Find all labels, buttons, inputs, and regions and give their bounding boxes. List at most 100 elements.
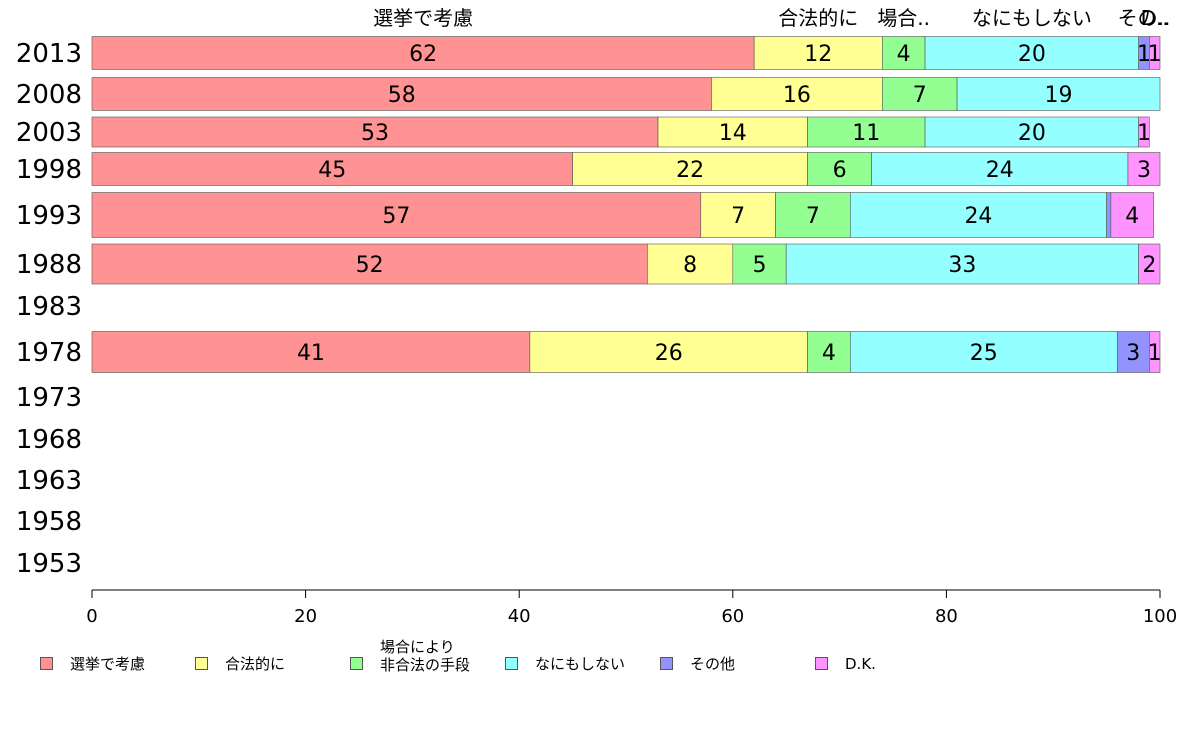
data-label: 2 [1142,253,1156,278]
bar-segment [882,36,926,70]
y-tick-label: 2003 [16,118,82,148]
data-label: 26 [655,341,683,366]
bar-segment [1106,192,1112,238]
bar-segment [1149,331,1161,373]
bar-segment [956,77,1161,111]
x-tick-label: 100 [1143,606,1177,627]
data-label: 58 [388,83,416,108]
data-label: 16 [783,83,811,108]
data-label: 25 [970,341,998,366]
bar-segment [91,192,702,238]
bar-segment [91,331,531,373]
bar-segment [91,116,659,148]
data-label: 1 [1148,42,1162,67]
series-top-label: 場合.. [877,6,930,30]
series-top-label: なにもしない [972,6,1092,30]
data-label: 7 [731,204,745,229]
bar-segment [529,331,808,373]
bar-segment [785,243,1139,285]
data-label: 24 [986,158,1014,183]
legend-item: その他 [660,638,735,673]
x-tick-label: 20 [294,606,317,627]
series-top-label: その.. [1118,6,1171,30]
legend-label: なにもしない [535,655,626,673]
x-tick-label: 60 [721,606,744,627]
y-tick-label: 1963 [16,466,82,496]
bar-segment [1127,152,1161,186]
bar-segment [775,192,851,238]
bar-segment [924,36,1139,70]
data-label: 20 [1018,121,1046,146]
bar-segment [91,243,648,285]
y-axis-labels: 2013 2008 2003 1998 1993 1988 1983 1978 1973 1968… [16,39,82,579]
legend-swatch [40,657,53,670]
data-label: 6 [833,158,847,183]
data-label: 33 [948,253,976,278]
series-top-labels: 選挙で考慮 合法的に 場合.. なにもしない その..D.. [373,6,1170,30]
x-tick-label: 40 [508,606,531,627]
data-label: 53 [361,121,389,146]
legend-item: D.K. [815,638,876,673]
y-tick-label: 1993 [16,201,82,231]
x-tick-label: 0 [86,606,97,627]
legend-swatch [815,657,828,670]
data-label: 1 [1137,42,1151,67]
series-top-label: 合法的に [778,6,858,30]
legend-swatch [660,657,673,670]
data-label: 24 [964,204,992,229]
bar-segment [753,36,883,70]
legend-swatch [195,657,208,670]
legend-label: 合法的に [225,655,286,673]
data-label: 19 [1045,83,1073,108]
data-label: 22 [676,158,704,183]
legend-swatch [505,657,518,670]
y-tick-label: 1973 [16,383,82,413]
data-label: 4 [822,341,836,366]
legend-label: D.K. [845,655,876,673]
bar-segment [807,152,872,186]
data-label: 8 [683,253,697,278]
data-label: 7 [806,204,820,229]
bar-segment [807,116,926,148]
data-label: 4 [1125,204,1139,229]
bar-segment [572,152,808,186]
series-top-label: D.. [1141,6,1169,30]
data-label: 7 [913,83,927,108]
legend-item: 選挙で考慮 [40,638,145,673]
series-top-label: 選挙で考慮 [373,6,473,30]
legend-label: その他 [690,655,736,673]
bar-segment [849,192,1107,238]
data-label: 1 [1137,121,1151,146]
legend-item: なにもしない [505,638,625,673]
data-label: 1 [1148,341,1162,366]
bar-segment [647,243,734,285]
bar-segment [91,36,755,70]
y-tick-label: 1958 [16,507,82,537]
x-tick-label: 80 [935,606,958,627]
bar-segment [1110,192,1154,238]
bar-segment [924,116,1139,148]
data-label: 52 [356,253,384,278]
data-label: 45 [318,158,346,183]
data-label: 62 [409,42,437,67]
bar-segment [711,77,883,111]
bar-segment [700,192,776,238]
y-tick-label: 1978 [16,338,82,368]
data-label: 57 [382,204,410,229]
bar-segment [1138,116,1150,148]
bar-segment [732,243,787,285]
bar-segment [1138,243,1161,285]
data-label: 41 [297,341,325,366]
bar-segment [1149,36,1161,70]
y-tick-label: 1988 [16,250,82,280]
y-tick-label: 1968 [16,425,82,455]
y-tick-label: 1998 [16,155,82,185]
y-tick-label: 1953 [16,549,82,579]
legend-item: 場合により 非合法の手段 [350,638,470,674]
bar-segment [871,152,1129,186]
data-label: 5 [753,253,767,278]
data-label: 14 [719,121,747,146]
legend: 選挙で考慮 合法的に 場合により 非合法の手段 なにもしない その他 D.K. [0,634,1188,694]
legend-swatch [350,657,363,670]
